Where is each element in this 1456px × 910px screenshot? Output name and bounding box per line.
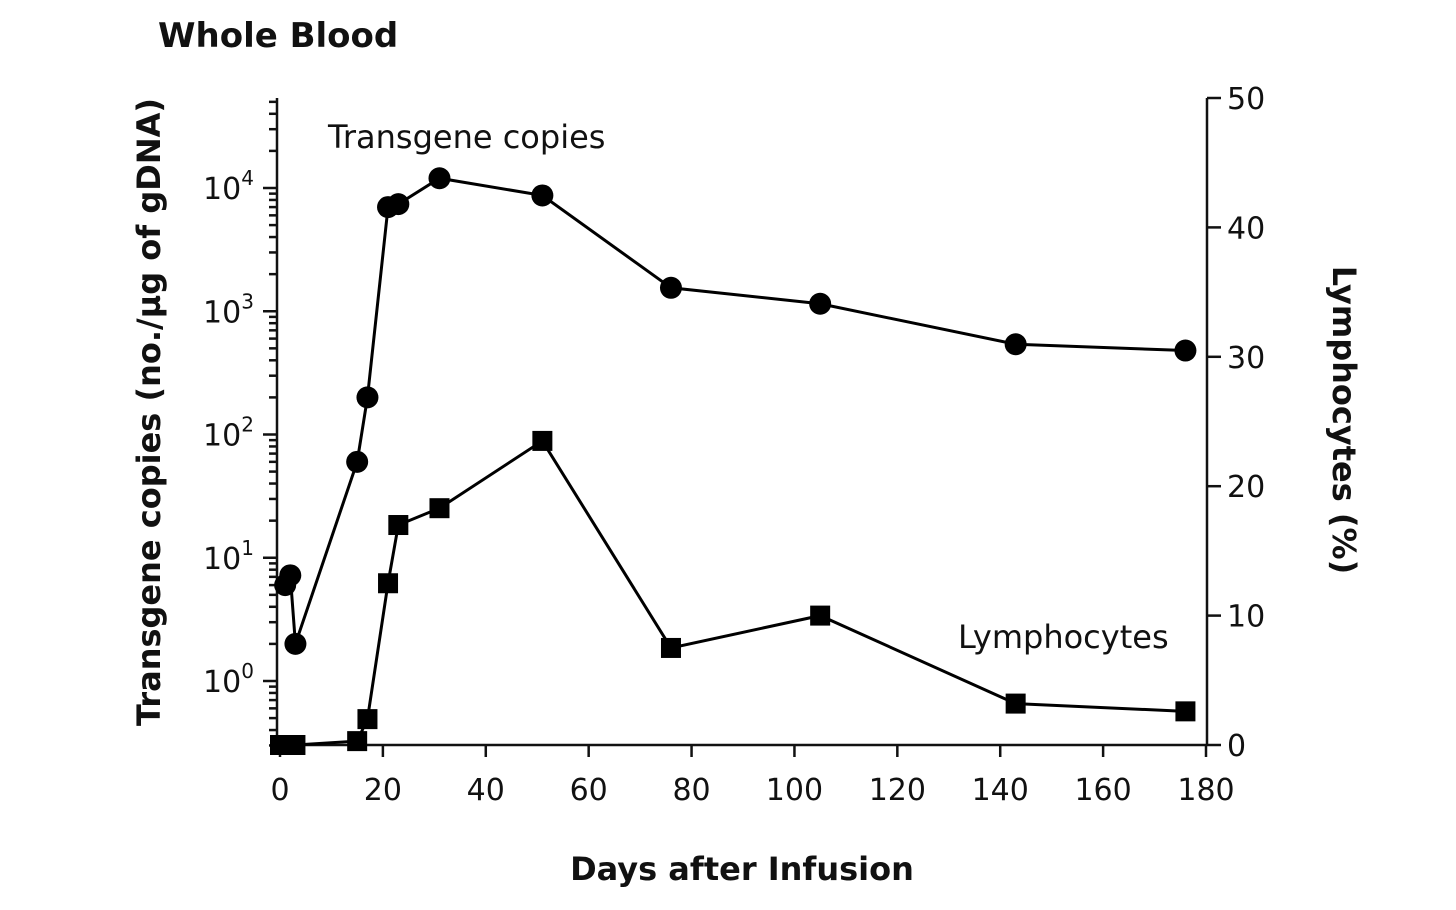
data-point-lymphocytes [388, 515, 409, 536]
data-point-lymphocytes [660, 637, 681, 658]
y-left-tick-label: 103 [203, 289, 254, 330]
x-tick-label: 100 [766, 773, 823, 808]
y-axis-right-title: Lymphocytes (%) [1325, 266, 1363, 574]
data-point-transgene [284, 632, 307, 655]
data-point-lymphocytes [1005, 693, 1026, 714]
data-point-transgene [346, 450, 369, 473]
y-axis-left-title: Transgene copies (no./µg of gDNA) [130, 98, 168, 726]
series-markers [270, 167, 1197, 755]
data-point-lymphocytes [810, 605, 831, 626]
axes [263, 96, 1221, 757]
labels: 0 20 40 60 80 100 120 140 160 1801001011021031040… [203, 82, 1265, 808]
data-point-transgene [428, 167, 451, 190]
y-right-tick-label: 10 [1227, 600, 1265, 635]
x-tick-label: 160 [1074, 773, 1131, 808]
x-tick-label: 0 [270, 773, 289, 808]
y-right-tick-label: 30 [1227, 341, 1265, 376]
series-line-transgene [283, 176, 1186, 645]
y-left-tick-label: 100 [203, 659, 254, 700]
x-tick-label: 120 [869, 773, 926, 808]
data-point-transgene [387, 193, 410, 216]
x-tick-label: 140 [972, 773, 1029, 808]
y-right-tick-label: 20 [1227, 470, 1265, 505]
y-right-tick-label: 40 [1227, 211, 1265, 246]
x-tick-label: 180 [1177, 773, 1234, 808]
data-point-lymphocytes [429, 498, 450, 519]
y-left-tick-label: 102 [203, 413, 254, 454]
y-right-tick-label: 50 [1227, 82, 1265, 117]
data-point-transgene [1174, 339, 1197, 362]
x-tick-label: 60 [570, 773, 608, 808]
data-point-transgene [659, 276, 682, 299]
data-point-lymphocytes [378, 573, 399, 594]
data-point-transgene [809, 292, 832, 315]
data-point-lymphocytes [532, 430, 553, 451]
y-left-tick-label: 101 [203, 536, 254, 577]
x-tick-label: 80 [672, 773, 710, 808]
data-point-transgene [279, 564, 302, 587]
series-lines [280, 176, 1186, 747]
data-point-transgene [356, 386, 379, 409]
series-label-transgene: Transgene copies [327, 118, 605, 156]
series-label-lymphocytes: Lymphocytes [958, 618, 1169, 656]
data-point-lymphocytes [285, 735, 306, 755]
x-tick-label: 40 [467, 773, 505, 808]
data-point-transgene [531, 184, 554, 207]
data-point-lymphocytes [1175, 701, 1196, 722]
data-point-transgene [1004, 333, 1027, 356]
chart-title: Whole Blood [158, 16, 398, 56]
y-left-tick-label: 104 [203, 166, 254, 207]
data-point-lymphocytes [357, 709, 378, 730]
series-line-lymphocytes [280, 438, 1186, 747]
x-tick-label: 20 [364, 773, 402, 808]
y-right-tick-label: 0 [1227, 729, 1246, 764]
data-point-lymphocytes [347, 731, 368, 752]
x-axis-title: Days after Infusion [570, 850, 914, 888]
